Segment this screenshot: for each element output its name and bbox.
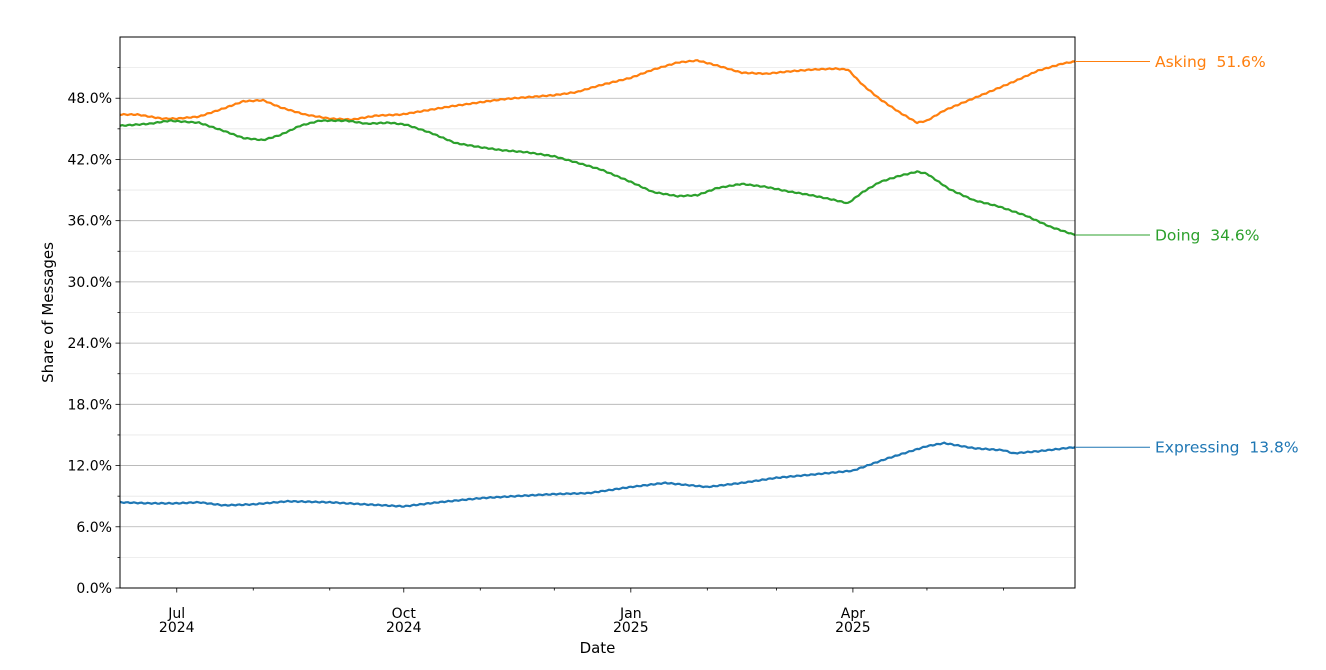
- x-tick-label-month: Oct: [392, 606, 417, 622]
- x-tick-label-month: Jul: [167, 606, 185, 622]
- grid: [120, 67, 1075, 558]
- y-tick-label: 6.0%: [76, 520, 112, 536]
- x-axis-title: Date: [580, 639, 616, 657]
- y-tick-label: 48.0%: [68, 91, 112, 107]
- y-axis-title: Share of Messages: [39, 242, 57, 383]
- x-tick-label-month: Apr: [841, 606, 865, 622]
- y-tick-label: 42.0%: [68, 152, 112, 168]
- x-tick-label-year: 2025: [613, 620, 649, 636]
- y-tick-label: 12.0%: [68, 459, 112, 475]
- x-tick-label-month: Jan: [619, 606, 642, 622]
- series-line-doing: [119, 119, 1076, 237]
- y-tick-label: 30.0%: [68, 275, 112, 291]
- y-tick-label: 0.0%: [76, 581, 112, 597]
- end-label-expressing: Expressing 13.8%: [1155, 439, 1299, 457]
- y-tick-label: 36.0%: [68, 214, 112, 230]
- series-line-expressing: [119, 441, 1076, 508]
- y-tick-label: 24.0%: [68, 336, 112, 352]
- x-tick-label-year: 2024: [386, 620, 422, 636]
- series-line-asking: [119, 59, 1076, 125]
- end-label-doing: Doing 34.6%: [1155, 226, 1259, 244]
- x-tick-label-year: 2024: [159, 620, 195, 636]
- end-labels: Asking 51.6% Doing 34.6% Expressing 13.8%: [1075, 53, 1299, 457]
- end-label-asking: Asking 51.6%: [1155, 53, 1266, 71]
- series-lines: [119, 59, 1076, 508]
- x-tick-label-year: 2025: [835, 620, 871, 636]
- y-axis: 0.0% 6.0% 12.0% 18.0% 24.0% 30.0% 36.0% 42.0% 48…: [68, 67, 120, 597]
- y-tick-label: 18.0%: [68, 397, 112, 413]
